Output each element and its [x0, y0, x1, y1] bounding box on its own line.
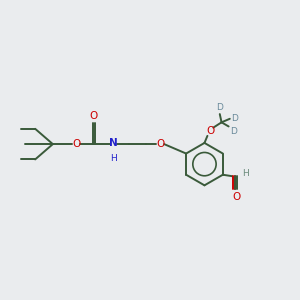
Text: N: N: [109, 138, 118, 148]
Text: D: D: [232, 114, 238, 123]
Text: O: O: [156, 139, 164, 149]
Text: H: H: [242, 169, 248, 178]
Text: H: H: [110, 154, 117, 163]
Text: D: D: [216, 103, 223, 112]
Text: O: O: [73, 139, 81, 149]
Text: D: D: [230, 127, 237, 136]
Text: O: O: [232, 192, 240, 203]
Text: O: O: [89, 111, 98, 121]
Text: O: O: [206, 126, 214, 136]
